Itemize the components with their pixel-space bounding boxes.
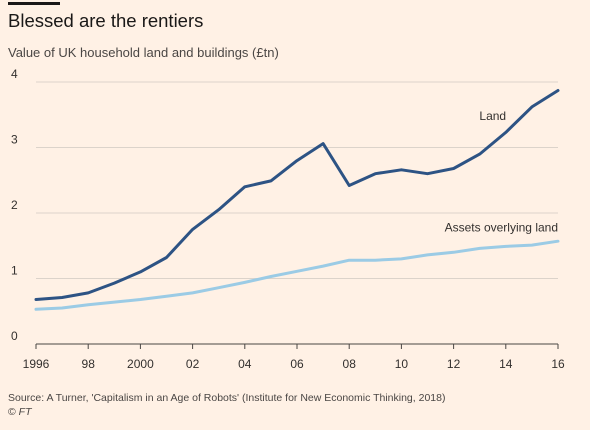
x-tick-label-98: 98 [82,357,96,371]
x-tick-label-12: 12 [447,357,461,371]
copyright-credit: © FT [8,406,32,418]
x-tick-label-10: 10 [395,357,409,371]
y-tick-labels: 0 1 2 3 4 [11,67,18,343]
x-tick-label-16: 16 [551,357,565,371]
series-line-land [34,89,560,301]
copyright-symbol: © [8,406,16,418]
series-label-land: Land [479,109,506,123]
series-labels: Land Assets overlying land [445,109,558,234]
y-tick-label-3: 3 [11,133,18,147]
x-tick-label-08: 08 [343,357,357,371]
x-tick-label-1996: 1996 [23,357,50,371]
ft-brand: FT [18,406,32,418]
x-tick-label-02: 02 [186,357,200,371]
chart-subtitle: Value of UK household land and buildings… [8,45,279,60]
source-note: Source: A Turner, 'Capitalism in an Age … [8,392,446,404]
series-label-assets-overlying-land: Assets overlying land [445,220,558,234]
x-tick-label-2000: 2000 [127,357,154,371]
x-tick-label-14: 14 [499,357,513,371]
x-tick-labels: 1996 98 2000 02 04 06 08 10 12 14 16 [23,344,565,371]
series-line-assets-overlying-land [34,239,560,311]
chart-title: Blessed are the rentiers [8,10,204,31]
series-lines [34,89,560,311]
x-tick-label-04: 04 [238,357,252,371]
x-tick-label-06: 06 [290,357,304,371]
title-accent-bar [8,2,60,5]
y-tick-label-2: 2 [11,198,18,212]
y-tick-label-4: 4 [11,67,18,81]
y-tick-label-0: 0 [11,329,18,343]
y-tick-label-1: 1 [11,264,18,278]
